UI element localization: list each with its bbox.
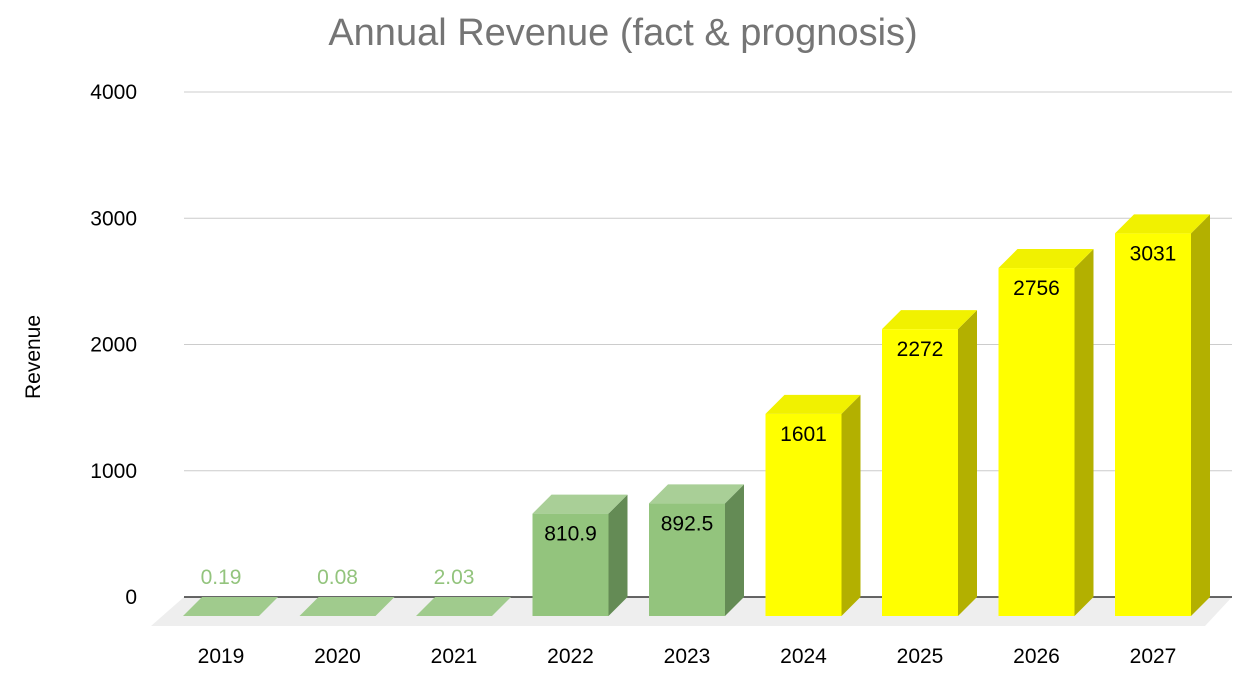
data-label: 2756 [1013, 277, 1060, 300]
data-label: 2.03 [434, 566, 475, 589]
bar-2027 [1115, 214, 1210, 616]
y-tick-label: 3000 [90, 207, 137, 230]
bar-side [725, 484, 744, 616]
y-axis-ticks: 0 1000 2000 3000 4000 [90, 81, 137, 609]
bar-2026 [998, 249, 1094, 616]
data-label: 2272 [897, 338, 944, 361]
y-axis-label: Revenue [22, 315, 45, 399]
bar-front [1115, 233, 1191, 616]
bar-2025 [882, 310, 977, 616]
bar-front [998, 268, 1075, 616]
bar-front [649, 503, 725, 616]
bar-2019 [183, 597, 278, 616]
bar-top [998, 249, 1094, 269]
x-tick-label: 2023 [664, 645, 711, 668]
data-label: 0.19 [201, 566, 242, 589]
data-label: 0.08 [317, 566, 358, 589]
data-label: 1601 [780, 423, 827, 446]
x-tick-label: 2020 [314, 645, 361, 668]
x-tick-label: 2021 [431, 645, 478, 668]
bars [183, 214, 1210, 616]
data-label: 3031 [1130, 242, 1177, 265]
bar-side [1074, 249, 1094, 616]
bar-top [532, 494, 628, 514]
x-tick-label: 2025 [897, 645, 944, 668]
y-tick-label: 4000 [90, 81, 137, 104]
data-labels: 0.19 0.08 2.03 810.9 892.5 1601 2272 2756 3031 [201, 242, 1177, 589]
x-tick-label: 2022 [547, 645, 594, 668]
x-tick-label: 2027 [1130, 645, 1177, 668]
bar-2021 [416, 597, 511, 616]
bar-top [183, 597, 278, 616]
bar-side [1191, 214, 1210, 616]
bar-side [958, 310, 977, 616]
data-label: 892.5 [661, 512, 714, 535]
y-tick-label: 1000 [90, 460, 137, 483]
bar-top [299, 597, 395, 616]
x-tick-label: 2019 [198, 645, 245, 668]
bar-2022 [532, 494, 628, 616]
chart-title: Annual Revenue (fact & prognosis) [328, 12, 917, 54]
bar-top [649, 484, 744, 504]
data-label: 810.9 [544, 523, 597, 546]
bar-top [416, 597, 511, 616]
bar-top [1115, 214, 1210, 234]
bar-2023 [649, 484, 744, 616]
x-tick-label: 2024 [780, 645, 827, 668]
bar-front [882, 329, 958, 616]
bar-front [532, 513, 609, 616]
y-tick-label: 0 [125, 586, 137, 609]
bar-top [765, 394, 861, 414]
y-tick-label: 2000 [90, 334, 137, 357]
x-axis-ticks: 2019 2020 2021 2022 2023 2024 2025 2026 2027 [198, 645, 1177, 668]
bar-side [608, 494, 628, 616]
bar-2024 [765, 394, 861, 616]
bar-2020 [299, 597, 395, 616]
bar-side [841, 394, 861, 616]
bar-front [765, 413, 842, 616]
bar-top [882, 310, 977, 330]
x-tick-label: 2026 [1013, 645, 1060, 668]
